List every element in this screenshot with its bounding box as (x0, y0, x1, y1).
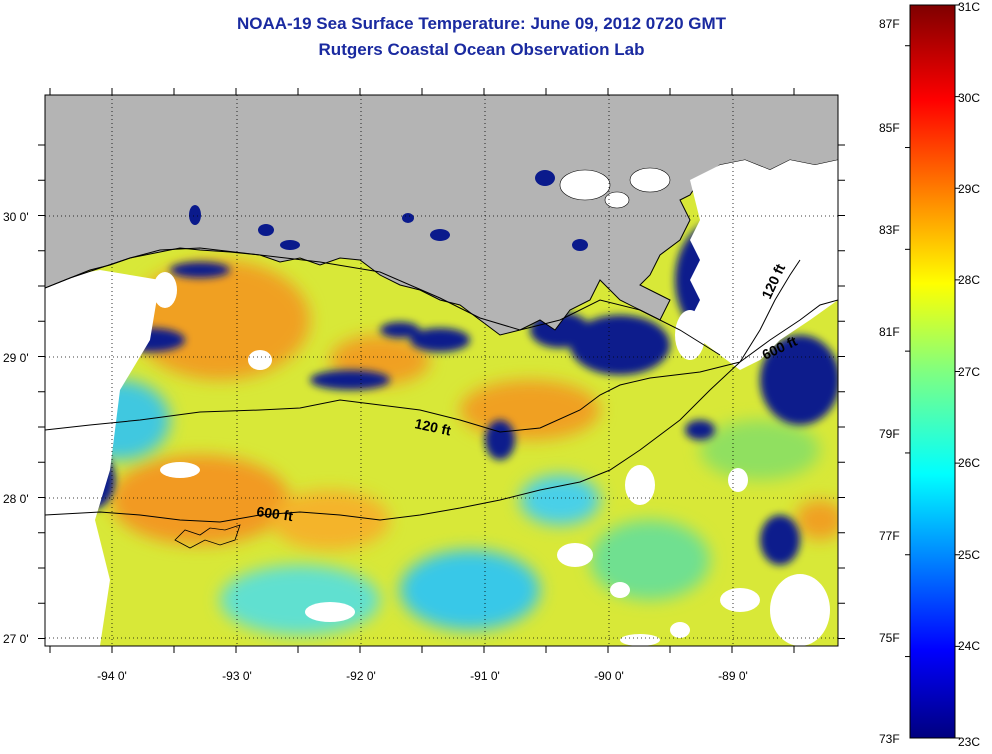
colorbar-ticks (905, 4, 960, 739)
colorbar-c-27: 27C (958, 365, 981, 379)
contour-label-600ft: 600 ft (256, 503, 295, 524)
map-frame (44, 94, 839, 647)
colorbar-c-23: 23C (958, 735, 981, 749)
contour-detail (174, 524, 241, 549)
colorbar-f-81: 81F (879, 325, 900, 339)
coastal-fragments (189, 170, 588, 251)
colorbar-c-30: 30C (958, 91, 981, 105)
contour-label-120ft: 120 ft (413, 415, 452, 438)
colorbar-f-83: 83F (879, 223, 900, 237)
colorbar-f-75: 75F (879, 631, 900, 645)
colorbar (909, 4, 956, 739)
colorbar-c-26: 26C (958, 456, 981, 470)
coastline (45, 247, 721, 356)
colorbar-c-29: 29C (958, 182, 981, 196)
lon-label-93: -93 0' (222, 669, 252, 683)
island-shapes (559, 167, 671, 209)
contour-120ft-west (45, 361, 741, 433)
colorbar-f-73: 73F (879, 732, 900, 746)
colorbar-f-85: 85F (879, 121, 900, 135)
colorbar-f-79: 79F (879, 427, 900, 441)
colorbar-c-31: 31C (958, 0, 981, 14)
contour-120ft-east (739, 259, 801, 363)
no-data-east (690, 160, 838, 370)
lon-label-89: -89 0' (718, 669, 748, 683)
colorbar-c-28: 28C (958, 273, 981, 287)
lon-label-92: -92 0' (346, 669, 376, 683)
colorbar-c-25: 25C (958, 548, 981, 562)
lon-label-94: -94 0' (97, 669, 127, 683)
map-title: NOAA-19 Sea Surface Temperature: June 09… (236, 14, 727, 33)
colorbar-f-77: 77F (879, 529, 900, 543)
lon-label-91: -91 0' (470, 669, 500, 683)
graticule (45, 95, 838, 646)
lat-label-27: 27 0' (3, 632, 29, 646)
cool-water-patches (70, 380, 820, 635)
colorbar-f-87: 87F (879, 17, 900, 31)
lon-label-90: -90 0' (594, 669, 624, 683)
contour-600ft-west (45, 299, 838, 523)
lat-label-28: 28 0' (3, 492, 29, 506)
lat-label-30: 30 0' (3, 210, 29, 224)
colorbar-c-24: 24C (958, 639, 981, 653)
lat-label-29: 29 0' (3, 351, 29, 365)
axis-ticks (38, 88, 845, 653)
map-subtitle: Rutgers Coastal Ocean Observation Lab (318, 40, 645, 59)
